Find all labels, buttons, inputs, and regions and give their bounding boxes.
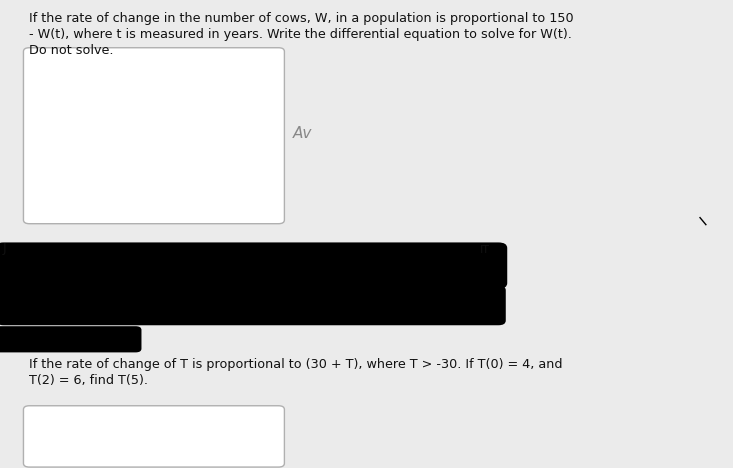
Text: Do not solve.: Do not solve. [29,44,114,58]
FancyBboxPatch shape [0,326,141,352]
Text: J: J [2,242,6,255]
Text: If the rate of change in the number of cows, W, in a population is proportional : If the rate of change in the number of c… [29,12,574,25]
FancyBboxPatch shape [23,48,284,224]
Text: - W(t), where t is measured in years. Write the differential equation to solve f: - W(t), where t is measured in years. Wr… [29,28,572,41]
Text: T(2) = 6, find T(5).: T(2) = 6, find T(5). [29,374,148,388]
FancyBboxPatch shape [0,242,507,289]
FancyBboxPatch shape [0,285,506,325]
Text: If the rate of change of T is proportional to (30 + T), where T > -30. If T(0) =: If the rate of change of T is proportion… [29,358,563,371]
Text: IT: IT [480,245,490,255]
FancyBboxPatch shape [23,406,284,467]
Text: Av: Av [293,126,312,141]
